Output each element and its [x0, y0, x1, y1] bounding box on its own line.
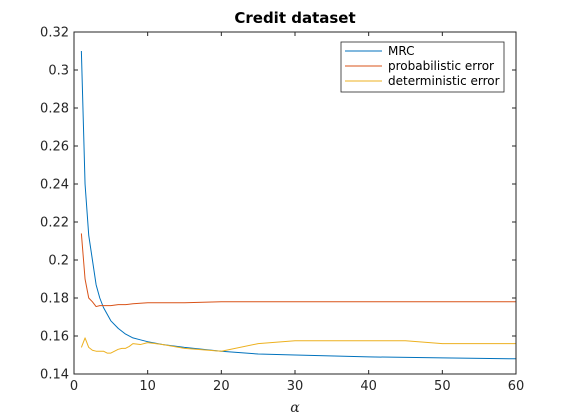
legend-label-mrc: MRC	[388, 44, 414, 58]
x-tick-label: 30	[287, 379, 304, 394]
x-tick-label: 50	[434, 379, 451, 394]
y-tick-label: 0.14	[40, 368, 69, 383]
chart-title: Credit dataset	[234, 9, 355, 27]
y-tick-label: 0.24	[40, 178, 69, 193]
series-line-deterministic-error	[80, 337, 516, 354]
x-tick-label: 20	[213, 379, 230, 394]
y-tick-label: 0.26	[40, 140, 69, 155]
x-tick-label: 60	[508, 379, 525, 394]
x-axis-label: α	[290, 400, 300, 416]
x-tick-label: 0	[70, 379, 78, 394]
x-tick-label: 10	[139, 379, 156, 394]
y-tick-label: 0.3	[48, 64, 69, 79]
y-tick-label: 0.28	[40, 102, 69, 117]
legend-label-probabilistic-error: probabilistic error	[388, 59, 494, 73]
y-tick-label: 0.18	[40, 292, 69, 307]
y-tick-label: 0.2	[48, 254, 69, 269]
ticks-layer: 0 10 20 30 40 50 60 0.14 0.16 0.18 0.2 0.22 0.24 0.26…	[40, 26, 524, 395]
series-layer	[80, 50, 517, 360]
y-tick-label: 0.32	[40, 26, 69, 41]
legend-box	[340, 41, 505, 93]
series-line-probabilistic-error	[80, 233, 516, 308]
legend-label-deterministic-error: deterministic error	[388, 74, 500, 88]
y-tick-label: 0.16	[40, 330, 69, 345]
x-tick-label: 40	[360, 379, 377, 394]
series-line-mrc	[80, 50, 517, 360]
y-tick-label: 0.22	[40, 216, 69, 231]
